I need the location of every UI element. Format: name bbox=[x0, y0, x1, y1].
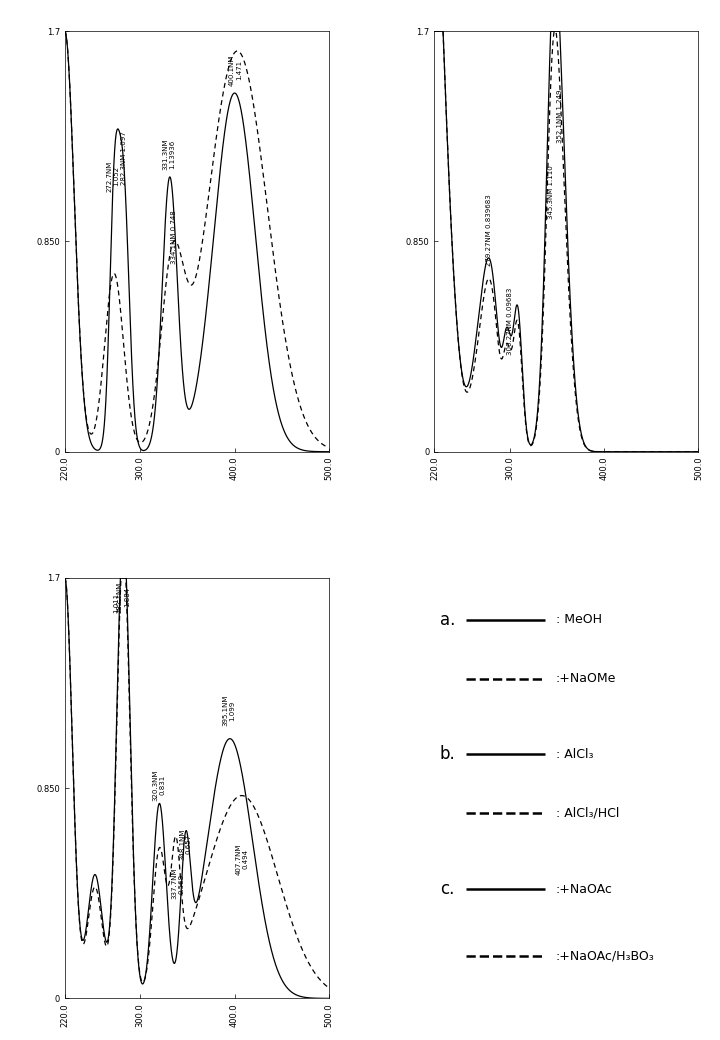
Text: : AlCl₃: : AlCl₃ bbox=[556, 748, 593, 761]
Text: b.: b. bbox=[440, 746, 456, 763]
Text: :+NaOMe: :+NaOMe bbox=[556, 672, 616, 685]
Text: 395.1NM
1.099: 395.1NM 1.099 bbox=[222, 695, 235, 726]
Text: 279.27NM 0.839683: 279.27NM 0.839683 bbox=[486, 194, 492, 266]
Text: a.: a. bbox=[440, 610, 455, 629]
Text: 348.1NM
0.657: 348.1NM 0.657 bbox=[179, 829, 192, 860]
Text: :+NaOAc/H₃BO₃: :+NaOAc/H₃BO₃ bbox=[556, 950, 654, 963]
Text: c.: c. bbox=[440, 880, 454, 899]
Text: 400.1NM
1.471: 400.1NM 1.471 bbox=[229, 54, 242, 85]
Text: 334.1NM 0.748: 334.1NM 0.748 bbox=[171, 210, 177, 264]
Text: 282.1NM
1.884: 282.1NM 1.884 bbox=[117, 581, 130, 613]
Text: 320.3NM
0.831: 320.3NM 0.831 bbox=[153, 770, 166, 801]
Text: 300.27NM 0.09683: 300.27NM 0.09683 bbox=[507, 288, 513, 356]
Text: 352.1NM 1.249: 352.1NM 1.249 bbox=[557, 89, 563, 142]
Text: 272.7NM
1.052: 272.7NM 1.052 bbox=[107, 161, 120, 192]
Text: 345.3NM 1.110: 345.3NM 1.110 bbox=[549, 165, 554, 219]
Text: 337.7NM
0.568: 337.7NM 0.568 bbox=[171, 868, 184, 900]
Text: 1.011: 1.011 bbox=[114, 592, 120, 613]
Text: 282.3NM 1.097: 282.3NM 1.097 bbox=[121, 131, 127, 184]
Text: 331.3NM
1.13936: 331.3NM 1.13936 bbox=[162, 138, 175, 170]
Text: 407.7NM
0.494: 407.7NM 0.494 bbox=[235, 843, 248, 875]
Text: : AlCl₃/HCl: : AlCl₃/HCl bbox=[556, 807, 619, 820]
Text: : MeOH: : MeOH bbox=[556, 614, 602, 626]
Text: :+NaOAc: :+NaOAc bbox=[556, 883, 613, 895]
